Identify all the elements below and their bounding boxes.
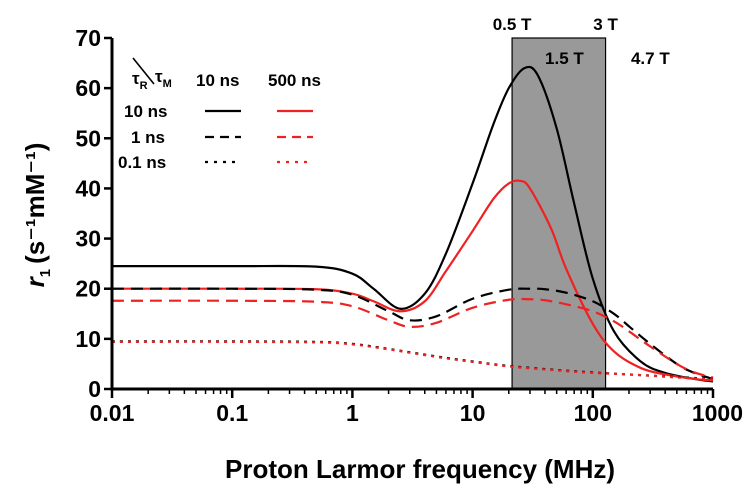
field-band xyxy=(511,37,607,390)
y-tick-label: 70 xyxy=(75,25,101,51)
x-tick-label: 10 xyxy=(460,400,486,426)
legend-column-header: 500 ns xyxy=(268,71,321,90)
field-label-0-5-t: 0.5 T xyxy=(493,15,532,34)
field-label-4-7-t: 4.7 T xyxy=(631,49,670,68)
y-axis-label-subscript: 1 xyxy=(37,269,54,277)
legend-layer: τR τM 10 ns 500 ns 10 ns 1 ns 0.1 ns xyxy=(118,57,321,172)
legend-header-tau-m: τM xyxy=(155,67,172,90)
y-tick-label: 0 xyxy=(88,376,101,402)
y-tick-label: 10 xyxy=(75,326,101,352)
y-tick-label: 20 xyxy=(75,276,101,302)
legend-row-label: 0.1 ns xyxy=(118,153,166,172)
series-line-3 xyxy=(111,287,714,381)
x-axis-label: Proton Larmor frequency (MHz) xyxy=(225,454,615,484)
x-tick-label: 0.1 xyxy=(216,400,248,426)
y-tick-label: 40 xyxy=(75,175,101,201)
legend-row-label: 10 ns xyxy=(124,102,167,121)
axes-layer xyxy=(110,38,713,391)
series-line-1 xyxy=(111,65,714,383)
ticks-layer: 0 10 20 30 40 50 60 70 0.01 0.1 1 10 100 1000 xyxy=(75,25,743,426)
x-tick-label: 1 xyxy=(346,400,359,426)
field-label-1-5-t: 1.5 T xyxy=(545,49,584,68)
y-tick-label: 30 xyxy=(75,226,101,252)
y-axis-label: r1 (s⁻¹mM⁻¹) xyxy=(20,143,54,288)
field-markers-layer: 0.5 T 3 T 1.5 T 4.7 T xyxy=(493,15,671,68)
x-tick-label: 0.01 xyxy=(90,400,135,426)
y-axis-label-units: (s⁻¹mM⁻¹) xyxy=(20,143,50,264)
legend-header-divider xyxy=(132,57,155,85)
x-tick-label: 1000 xyxy=(692,400,743,426)
legend-column-header: 10 ns xyxy=(196,71,239,90)
y-tick-label: 50 xyxy=(75,125,101,151)
x-tick-label: 100 xyxy=(574,400,612,426)
series-line-2 xyxy=(111,179,714,382)
field-label-3-t: 3 T xyxy=(593,15,618,34)
series-line-4 xyxy=(111,297,714,379)
legend-header-tau-r: τR xyxy=(132,69,148,92)
y-axis-label-symbol: r xyxy=(20,275,50,287)
series-layer xyxy=(111,65,714,383)
legend-row-label: 1 ns xyxy=(131,128,165,147)
field-band-layer xyxy=(511,37,607,390)
y-tick-label: 60 xyxy=(75,75,101,101)
series-line-6 xyxy=(111,340,714,381)
